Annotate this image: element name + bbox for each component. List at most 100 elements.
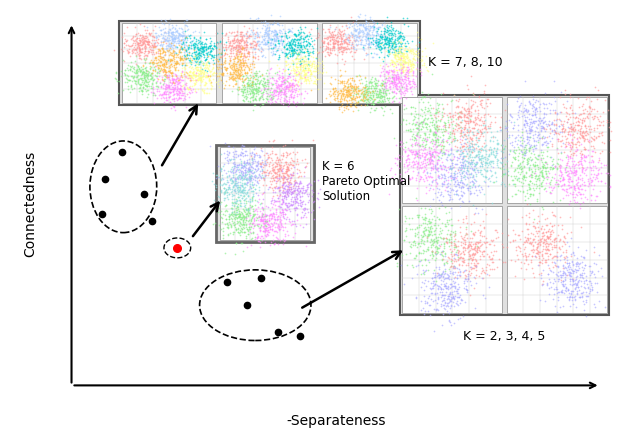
Point xyxy=(541,222,551,229)
Point xyxy=(335,35,346,42)
Point xyxy=(513,136,524,143)
Point xyxy=(238,186,248,193)
Point xyxy=(205,46,216,53)
Point xyxy=(135,52,145,59)
Point xyxy=(211,30,221,37)
Point xyxy=(390,90,401,97)
Point xyxy=(140,46,150,53)
Point xyxy=(433,306,443,313)
Point xyxy=(239,92,250,99)
Point xyxy=(177,53,187,60)
Point xyxy=(336,45,346,52)
Point xyxy=(566,123,576,130)
Point xyxy=(223,183,234,190)
Point xyxy=(127,41,138,48)
Point xyxy=(560,240,570,247)
Point xyxy=(285,41,295,48)
Point xyxy=(174,30,184,37)
Point xyxy=(492,157,502,164)
Point xyxy=(358,45,369,52)
Point xyxy=(230,60,241,67)
Point xyxy=(576,223,586,230)
Point xyxy=(547,127,557,134)
Point xyxy=(173,49,184,56)
Point xyxy=(171,63,181,70)
Point xyxy=(428,240,438,247)
Point xyxy=(576,154,586,161)
Point xyxy=(428,137,438,144)
Point xyxy=(334,44,344,51)
Point xyxy=(277,195,287,202)
Point xyxy=(388,38,398,45)
Point xyxy=(551,177,561,184)
Point xyxy=(371,50,381,57)
Point xyxy=(438,255,448,262)
Point xyxy=(553,277,563,284)
Point xyxy=(237,176,247,183)
Point xyxy=(131,53,141,60)
Point xyxy=(180,16,191,23)
Point xyxy=(529,151,540,158)
Point xyxy=(269,167,279,174)
Point xyxy=(156,39,166,46)
Point xyxy=(544,275,554,282)
Point xyxy=(164,43,174,49)
Point xyxy=(374,23,385,30)
Point xyxy=(579,265,589,272)
Point xyxy=(122,72,132,79)
Point xyxy=(514,104,524,111)
Point xyxy=(533,164,543,171)
Point xyxy=(246,32,256,39)
Point xyxy=(280,67,290,74)
Point xyxy=(573,161,584,168)
Point xyxy=(401,63,412,70)
Point xyxy=(410,241,420,248)
Point xyxy=(349,95,360,102)
Point xyxy=(164,79,175,85)
Point xyxy=(278,143,288,150)
Point xyxy=(480,174,490,181)
Bar xyxy=(400,95,609,315)
Point xyxy=(260,28,270,35)
Point xyxy=(246,164,256,171)
Point xyxy=(472,139,482,146)
Point xyxy=(360,84,371,91)
Point xyxy=(403,144,413,151)
Point xyxy=(553,180,563,187)
Point xyxy=(358,46,368,53)
Point xyxy=(273,177,283,184)
Point xyxy=(279,238,289,245)
Point xyxy=(252,162,262,169)
Point xyxy=(439,241,449,248)
Point xyxy=(475,248,485,255)
Point xyxy=(242,188,252,195)
Point xyxy=(353,71,364,78)
Point xyxy=(259,221,269,228)
Point xyxy=(478,122,488,128)
Point xyxy=(354,24,364,31)
Point xyxy=(377,76,387,83)
Point xyxy=(341,105,351,112)
Point xyxy=(365,32,375,39)
Point xyxy=(467,250,477,257)
Point xyxy=(269,89,279,96)
Point xyxy=(221,202,231,209)
Point xyxy=(128,36,138,43)
Point xyxy=(174,76,184,82)
Point xyxy=(517,167,527,174)
Point xyxy=(410,141,420,148)
Point xyxy=(344,39,355,46)
Point xyxy=(427,216,437,223)
Point xyxy=(224,191,234,197)
Point xyxy=(455,250,465,257)
Point xyxy=(138,83,148,90)
Point xyxy=(284,64,294,71)
Point xyxy=(132,39,143,46)
Point xyxy=(230,41,241,48)
Point xyxy=(575,122,586,129)
Point xyxy=(390,39,401,46)
Point xyxy=(351,46,361,53)
Point xyxy=(263,33,273,40)
Point xyxy=(417,174,427,181)
Point xyxy=(199,53,209,60)
